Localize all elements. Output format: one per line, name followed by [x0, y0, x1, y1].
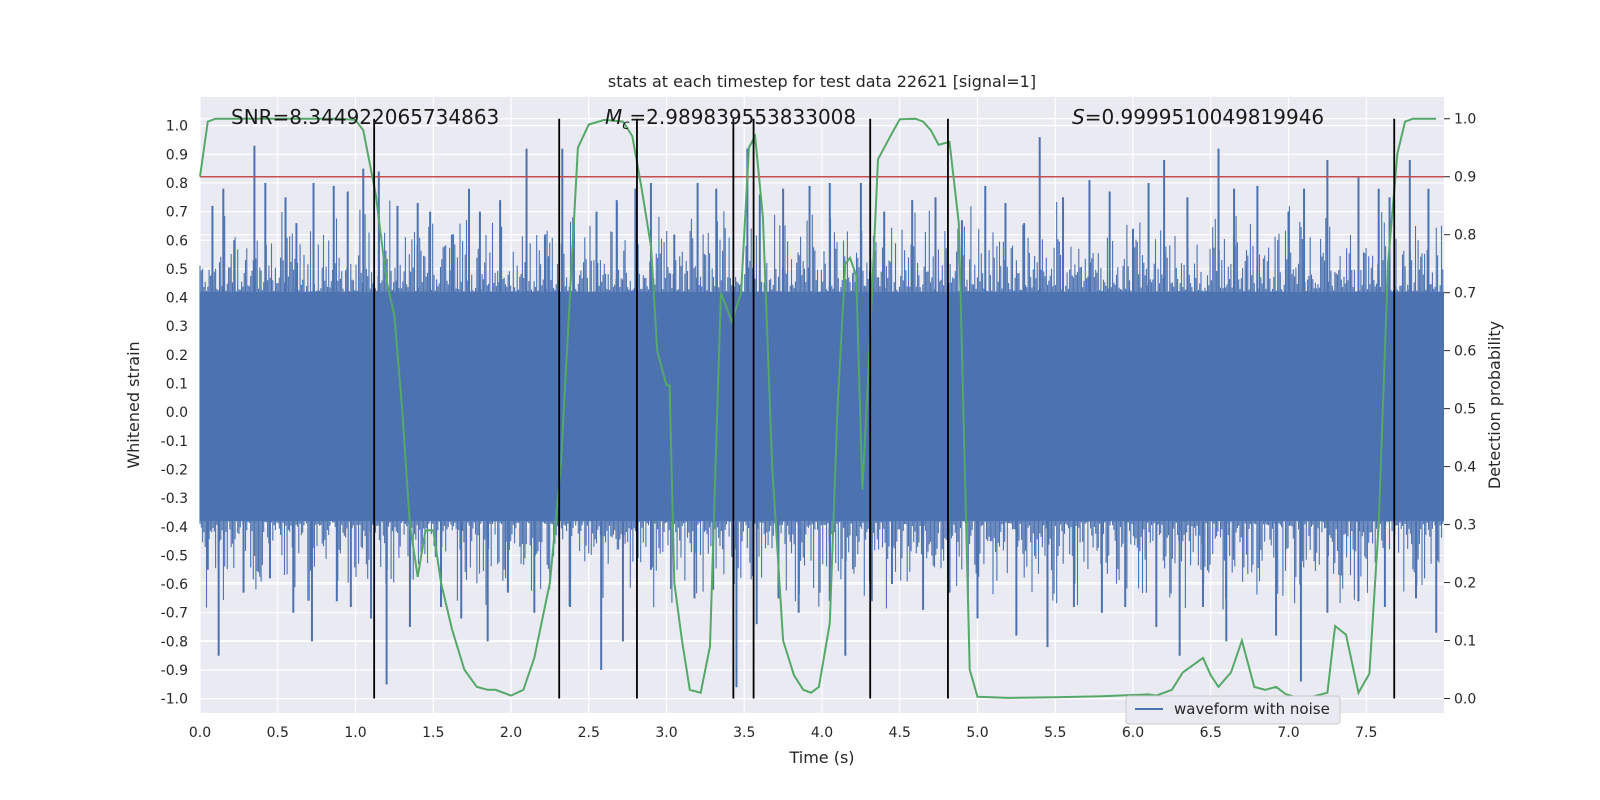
x-tick-label: 0.5 — [267, 725, 289, 741]
y-tick-label: 1.0 — [166, 119, 188, 135]
y2-tick-label: 0.5 — [1454, 402, 1476, 418]
x-tick-label: 3.0 — [655, 725, 677, 741]
y2-tick-label: 0.7 — [1454, 286, 1476, 302]
y-tick-label: 0.1 — [166, 377, 188, 393]
waveform-noise — [199, 200, 1444, 610]
y2-tick-label: 0.2 — [1454, 576, 1476, 592]
y-tick-label: -1.0 — [161, 692, 188, 708]
snr-annotation: SNR=8.344922065734863 — [231, 105, 499, 129]
y-tick-label: -0.2 — [161, 462, 188, 478]
significance-annotation: S=0.9999510049819946 — [1072, 105, 1324, 129]
y2-tick-label: 1.0 — [1454, 112, 1476, 128]
chirp-mass-symbol: M — [605, 105, 622, 129]
y-tick-label: 0.9 — [166, 147, 188, 163]
probability-series — [199, 117, 1437, 699]
legend: waveform with noise — [1125, 695, 1341, 725]
x-tick-label: 7.0 — [1277, 725, 1299, 741]
x-tick-label: 3.5 — [733, 725, 755, 741]
x-tick-label: 5.5 — [1044, 725, 1066, 741]
y2-tick-label: 0.8 — [1454, 228, 1476, 244]
y2-tick-label: 0.9 — [1454, 170, 1476, 186]
chirp-mass-annotation: Mc=2.989839553833008 — [605, 105, 856, 133]
y2-tick-label: 0.4 — [1454, 460, 1476, 476]
y-tick-label: 0.8 — [166, 176, 188, 192]
x-tick-label: 5.0 — [966, 725, 988, 741]
x-axis-ticks: 0.0 0.5 1.0 1.5 2.0 2.5 3.0 3.5 4.0 4.5 5.0 5.5 6.0 6… — [189, 725, 1378, 741]
x-tick-label: 1.0 — [344, 725, 366, 741]
y2-tick-label: 0.6 — [1454, 344, 1476, 360]
y-tick-label: 0.0 — [166, 405, 188, 421]
significance-symbol: S — [1072, 105, 1085, 129]
y-tick-label: -0.9 — [161, 663, 188, 679]
y-tick-label: -0.8 — [161, 634, 188, 650]
event-lines — [373, 118, 1396, 699]
legend-label: waveform with noise — [1174, 700, 1330, 718]
x-tick-label: 2.5 — [578, 725, 600, 741]
y2-tick-label: 0.3 — [1454, 518, 1476, 534]
y2-tick-label: 0.1 — [1454, 634, 1476, 650]
y-axis-ticks: 1.0 0.9 0.8 0.7 0.6 0.5 0.4 0.3 0.2 0.1 0.0 -0.1 -0.… — [161, 119, 188, 708]
y-tick-label: -0.7 — [161, 606, 188, 622]
chirp-mass-subscript: c — [622, 118, 629, 133]
x-tick-label: 6.0 — [1122, 725, 1144, 741]
x-tick-label: 0.0 — [189, 725, 211, 741]
y-tick-label: -0.5 — [161, 548, 188, 564]
x-tick-label: 4.0 — [811, 725, 833, 741]
x-tick-label: 4.5 — [889, 725, 911, 741]
y-tick-label: 0.2 — [166, 348, 188, 364]
chirp-mass-value: =2.989839553833008 — [629, 105, 856, 129]
y-tick-label: -0.4 — [161, 520, 188, 536]
y2-axis-ticks: 1.0 0.9 0.8 0.7 0.6 0.5 0.4 0.3 0.2 0.1 0.0 — [1444, 112, 1476, 708]
y-tick-label: -0.3 — [161, 491, 188, 507]
y-tick-label: -0.6 — [161, 577, 188, 593]
y-axis-label: Whitened strain — [124, 341, 143, 468]
y-tick-label: -0.1 — [161, 434, 188, 450]
y-tick-label: 0.5 — [166, 262, 188, 278]
significance-value: =0.9999510049819946 — [1085, 105, 1324, 129]
chart-title: stats at each timestep for test data 226… — [608, 72, 1036, 91]
probability-line — [199, 117, 1437, 699]
y-tick-label: 0.4 — [166, 291, 188, 307]
x-tick-label: 6.5 — [1200, 725, 1222, 741]
y-tick-label: 0.6 — [166, 233, 188, 249]
x-tick-label: 7.5 — [1355, 725, 1377, 741]
x-axis-label: Time (s) — [788, 748, 854, 767]
legend-box — [1125, 695, 1341, 725]
y2-axis-label: Detection probability — [1485, 321, 1504, 489]
y2-tick-label: 0.0 — [1454, 692, 1476, 708]
y-tick-label: 0.7 — [166, 205, 188, 221]
x-tick-label: 2.0 — [500, 725, 522, 741]
x-tick-label: 1.5 — [422, 725, 444, 741]
y-tick-label: 0.3 — [166, 319, 188, 335]
